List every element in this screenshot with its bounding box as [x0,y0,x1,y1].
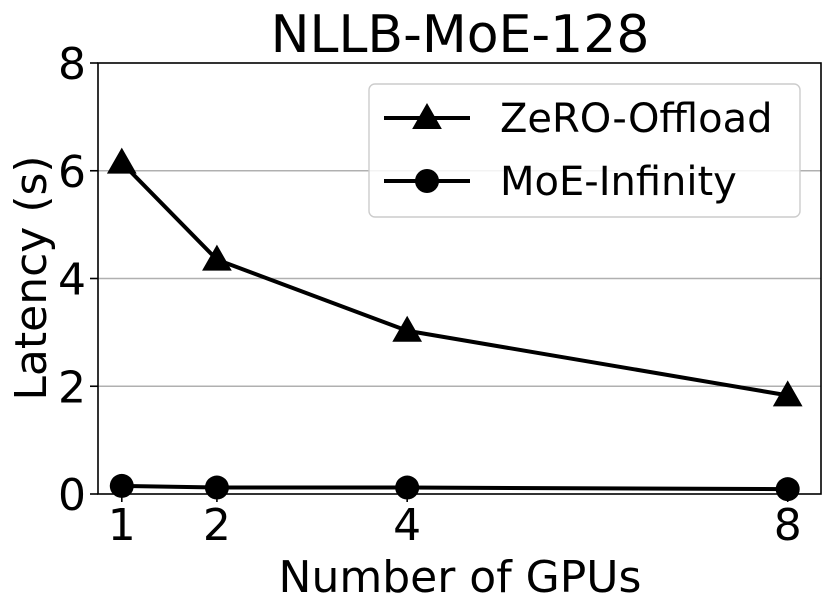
data-point-s0-2 [392,315,423,342]
legend-label-1: MoE-Infinity [500,159,737,205]
data-point-s0-3 [772,380,803,407]
x-axis-label: Number of GPUs [279,552,642,603]
legend-label-0: ZeRO-Offload [500,96,772,142]
data-point-s0-0 [106,147,137,174]
y-tick-label-2: 4 [58,255,86,306]
y-tick-label-1: 2 [58,362,86,413]
y-tick-label-0: 0 [58,470,86,521]
y-axis-label: Latency (s) [6,155,57,400]
x-tick-label-0: 1 [108,500,136,551]
x-tick-label-1: 2 [203,500,231,551]
legend-marker-0 [412,102,442,129]
y-tick-label-4: 8 [58,39,86,90]
legend-box [368,83,801,218]
legend: ZeRO-Offload MoE-Infinity [368,83,801,218]
y-axis-ticks: 0 2 4 6 8 [58,39,98,521]
data-point-s0-1 [202,244,232,271]
data-point-s1-3 [775,477,800,502]
series-line-1 [121,483,788,492]
x-axis-ticks: 1 2 4 8 [108,494,802,551]
legend-marker-1 [415,169,439,193]
chart-title: NLLB-MoE-128 [271,5,650,65]
series-lines [120,161,789,492]
x-tick-label-2: 4 [393,500,421,551]
y-tick-label-3: 6 [58,147,86,198]
series-line-0 [120,161,789,398]
x-tick-label-3: 8 [774,500,802,551]
data-point-s1-0 [109,473,134,498]
